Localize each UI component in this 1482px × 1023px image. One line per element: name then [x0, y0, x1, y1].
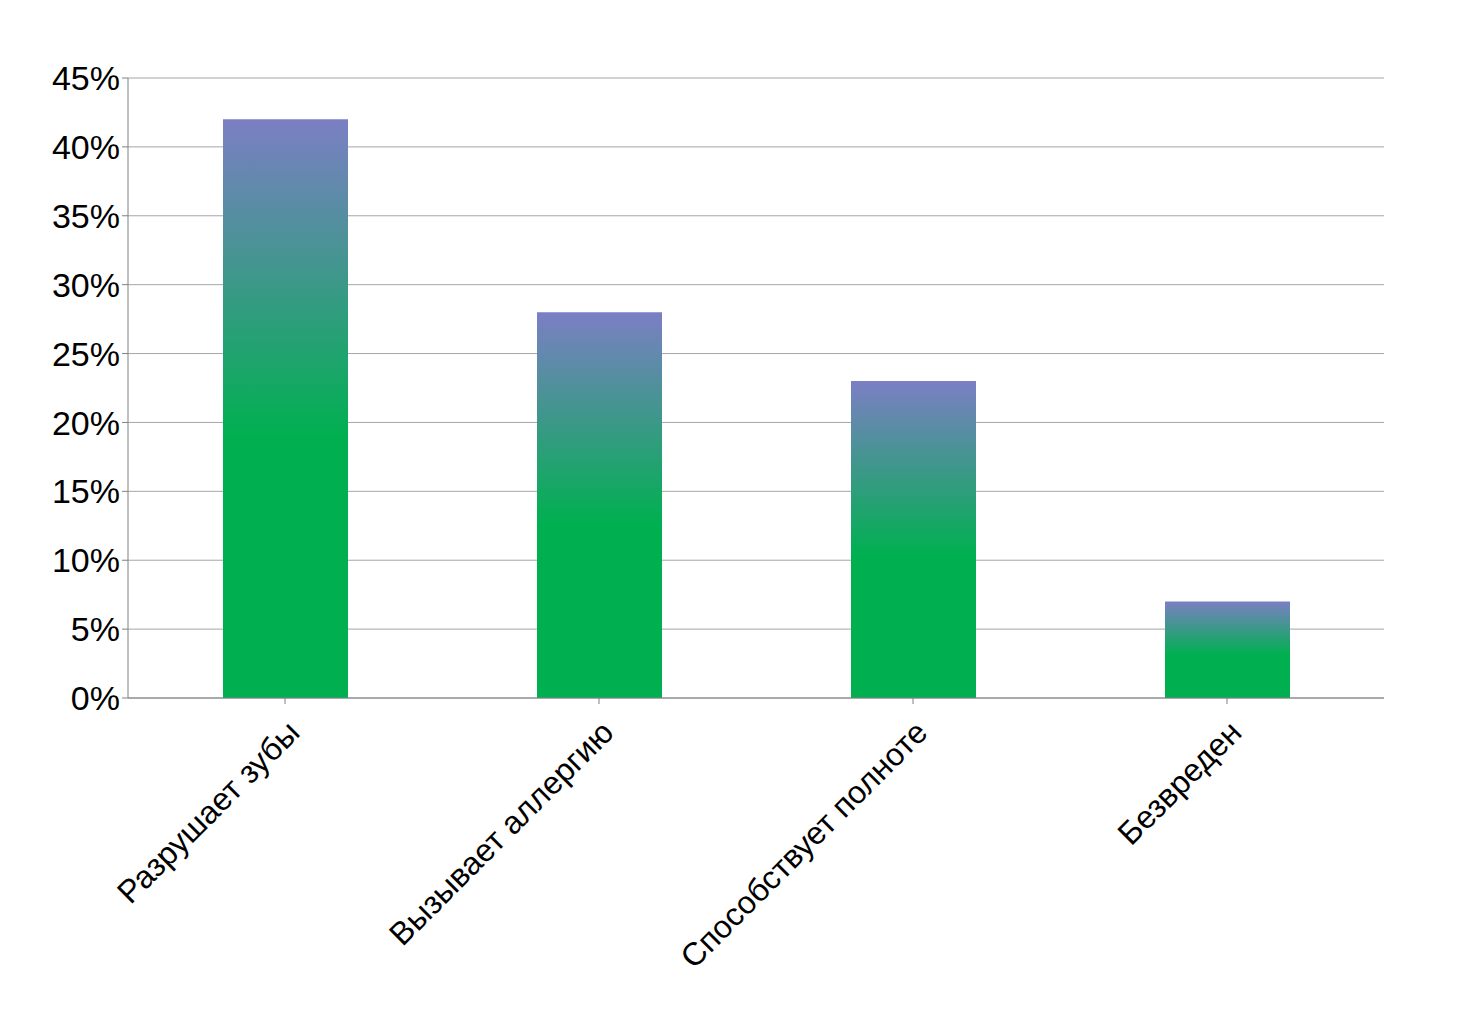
- svg-text:45%: 45%: [52, 59, 120, 97]
- svg-text:Вызывает аллергию: Вызывает аллергию: [382, 714, 620, 952]
- svg-text:35%: 35%: [52, 197, 120, 235]
- svg-text:30%: 30%: [52, 266, 120, 304]
- svg-text:Способствует полноте: Способствует полноте: [673, 714, 934, 975]
- svg-text:40%: 40%: [52, 128, 120, 166]
- svg-text:0%: 0%: [71, 679, 120, 717]
- svg-text:5%: 5%: [71, 610, 120, 648]
- svg-text:Безвреден: Безвреден: [1111, 714, 1249, 852]
- svg-text:10%: 10%: [52, 541, 120, 579]
- svg-text:Разрушает зубы: Разрушает зубы: [110, 714, 306, 910]
- svg-text:25%: 25%: [52, 335, 120, 373]
- svg-text:20%: 20%: [52, 404, 120, 442]
- svg-text:15%: 15%: [52, 472, 120, 510]
